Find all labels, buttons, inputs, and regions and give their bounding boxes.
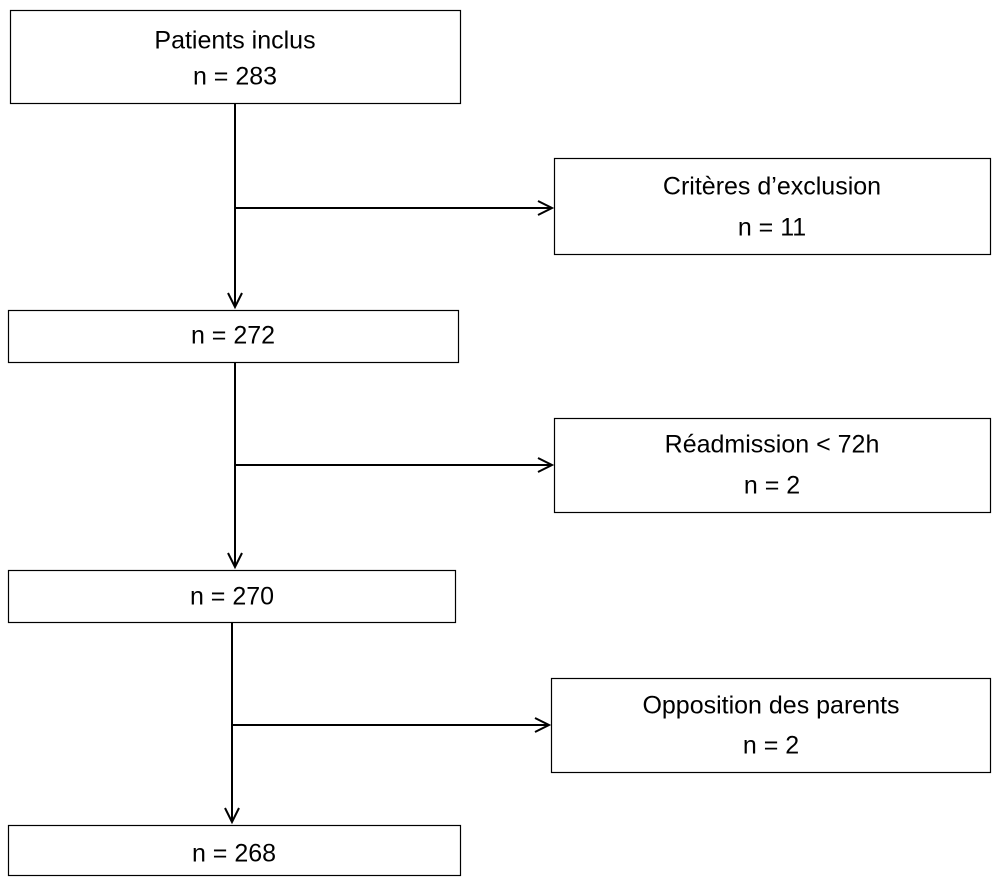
arrowhead — [537, 200, 555, 216]
arrowhead — [537, 457, 555, 473]
arrowhead — [227, 552, 243, 570]
box-label: n = 270 — [190, 583, 274, 611]
box — [7, 824, 462, 877]
box — [550, 677, 992, 774]
box-label: n = 2 — [743, 732, 799, 760]
arrowhead — [534, 717, 552, 733]
arrowhead — [227, 292, 243, 310]
box-label: n = 2 — [744, 472, 800, 500]
box-label: Opposition des parents — [642, 692, 899, 720]
box — [7, 569, 457, 624]
box-label: n = 272 — [191, 322, 275, 350]
arrowhead — [224, 807, 240, 825]
box-label: Réadmission < 72h — [665, 431, 880, 459]
box — [7, 309, 460, 364]
box — [9, 9, 462, 105]
box-label: n = 268 — [192, 840, 276, 868]
box-label: n = 11 — [738, 214, 806, 242]
box-label: Patients inclus — [154, 27, 315, 55]
box — [553, 157, 992, 256]
box — [553, 417, 992, 514]
box-label: Critères d’exclusion — [663, 173, 881, 201]
box-label: n = 283 — [193, 63, 277, 91]
